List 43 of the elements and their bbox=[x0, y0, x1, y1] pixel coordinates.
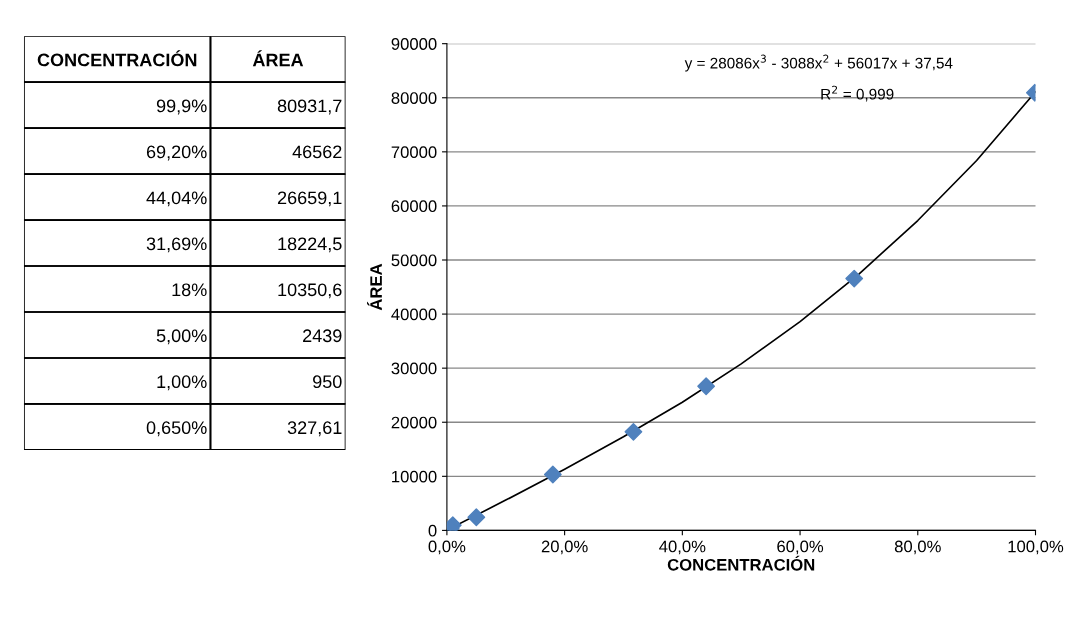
text: 10350,6 bbox=[278, 283, 342, 299]
y-tick-label: 60000 bbox=[391, 200, 437, 213]
x-tick-label: 40,0% bbox=[659, 540, 706, 555]
point bbox=[845, 269, 864, 288]
text: 26659,1 bbox=[277, 191, 342, 207]
y-tick-label: 10000 bbox=[392, 470, 437, 483]
point bbox=[624, 422, 643, 441]
x-tick-label: 100,0% bbox=[1008, 540, 1064, 555]
annotation: y = 28086x$^{3}$ - 3088x$^{2}$ + 56017x + 37,54 bbox=[684, 54, 953, 72]
y-tick-label: 40000 bbox=[391, 308, 437, 321]
y-tick-label: 30000 bbox=[391, 362, 437, 375]
text: 18224,5 bbox=[278, 237, 342, 253]
text: 327,61 bbox=[287, 421, 342, 437]
text: ÁREA bbox=[252, 50, 304, 67]
x-tick-label: 20,0% bbox=[541, 540, 588, 555]
text: CONCENTRACIÓN bbox=[37, 50, 197, 67]
text: 0,650% bbox=[146, 421, 207, 437]
text: 99,9% bbox=[156, 99, 207, 115]
text: 80931,7 bbox=[277, 99, 342, 115]
y-tick-label: 0 bbox=[428, 524, 437, 537]
y-tick-label: 80000 bbox=[391, 92, 437, 104]
y-axis-title: ÁREA bbox=[367, 263, 382, 311]
annotation: R$^{2}$ = 0,999 bbox=[821, 85, 894, 102]
text: 5,00% bbox=[156, 329, 207, 345]
text: 46562 bbox=[292, 145, 342, 159]
text: 69,20% bbox=[146, 145, 207, 161]
text: 2439 bbox=[303, 329, 342, 343]
point bbox=[467, 508, 486, 527]
point bbox=[697, 377, 716, 396]
point bbox=[543, 465, 562, 484]
text: 950 bbox=[313, 375, 342, 389]
x-tick-label: 80,0% bbox=[894, 540, 941, 555]
y-tick-label: 90000 bbox=[391, 38, 437, 50]
text: 1,00% bbox=[157, 375, 207, 391]
x-tick-label: 0,0% bbox=[428, 540, 466, 555]
x-tick-label: 60,0% bbox=[777, 540, 824, 555]
x-axis-title: CONCENTRACIÓN bbox=[667, 555, 815, 571]
y-tick-label: 50000 bbox=[391, 254, 437, 267]
text: 31,69% bbox=[146, 237, 207, 253]
y-tick-label: 70000 bbox=[391, 146, 437, 159]
y-tick-label: 20000 bbox=[391, 416, 437, 429]
text: 44,04% bbox=[146, 191, 207, 207]
text: 18% bbox=[172, 283, 207, 297]
